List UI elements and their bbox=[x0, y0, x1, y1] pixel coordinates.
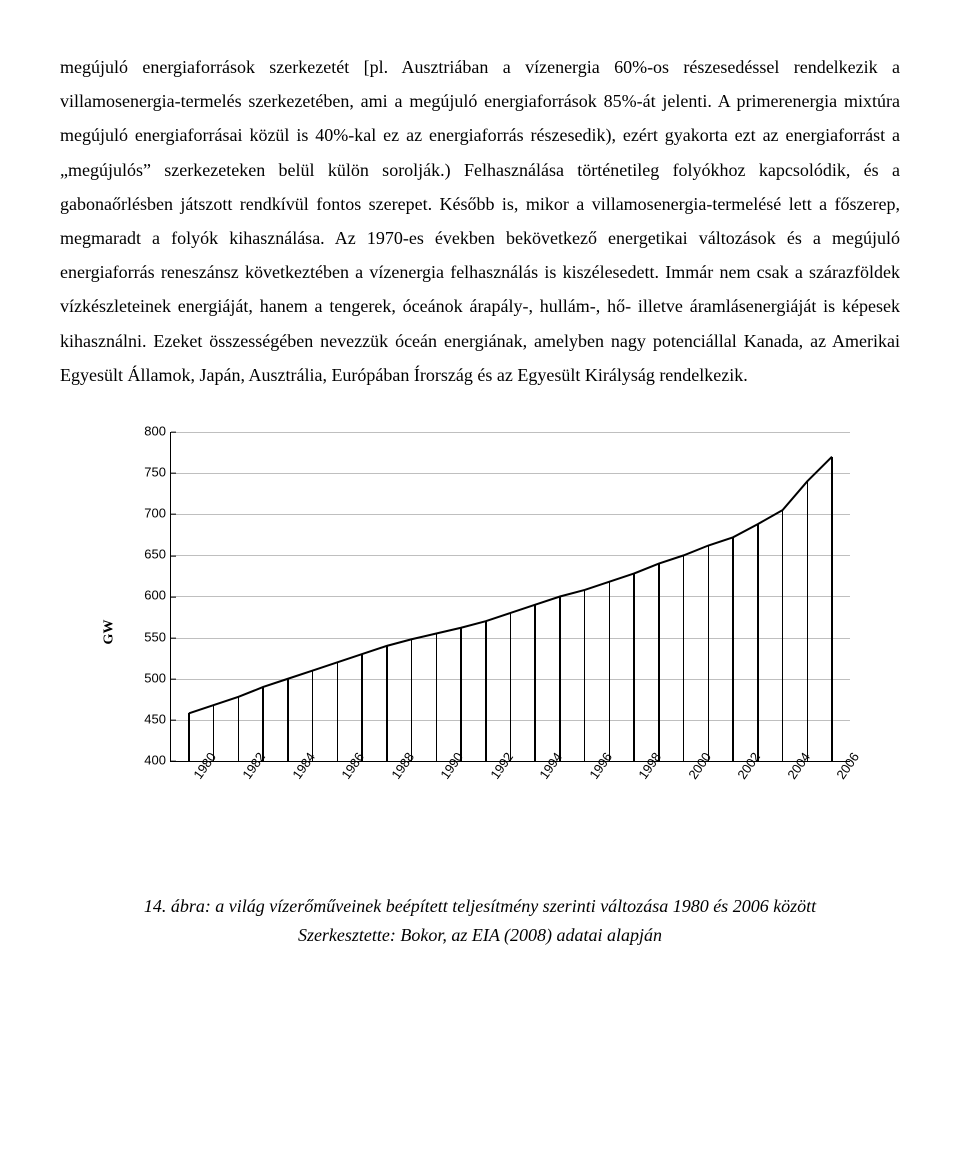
hydropower-chart: GW 4004505005506006507007508001980198219… bbox=[90, 422, 870, 842]
data-line bbox=[189, 457, 832, 714]
y-tick-label: 400 bbox=[116, 749, 166, 774]
figure-caption: 14. ábra: a világ vízerőműveinek beépíte… bbox=[60, 892, 900, 950]
y-tick-label: 700 bbox=[116, 502, 166, 527]
line-svg bbox=[171, 432, 850, 761]
y-tick-label: 750 bbox=[116, 461, 166, 486]
y-tick-label: 800 bbox=[116, 420, 166, 445]
y-tick-label: 450 bbox=[116, 707, 166, 732]
plot-area: 4004505005506006507007508001980198219841… bbox=[170, 432, 850, 762]
caption-line-2: Szerkesztette: Bokor, az EIA (2008) adat… bbox=[60, 921, 900, 950]
body-paragraph: megújuló energiaforrások szerkezetét [pl… bbox=[60, 50, 900, 392]
caption-line-1: 14. ábra: a világ vízerőműveinek beépíte… bbox=[60, 892, 900, 921]
y-tick-label: 600 bbox=[116, 584, 166, 609]
chart-container: GW 4004505005506006507007508001980198219… bbox=[90, 422, 870, 842]
y-tick-label: 550 bbox=[116, 625, 166, 650]
y-tick-label: 500 bbox=[116, 666, 166, 691]
y-tick-label: 650 bbox=[116, 543, 166, 568]
